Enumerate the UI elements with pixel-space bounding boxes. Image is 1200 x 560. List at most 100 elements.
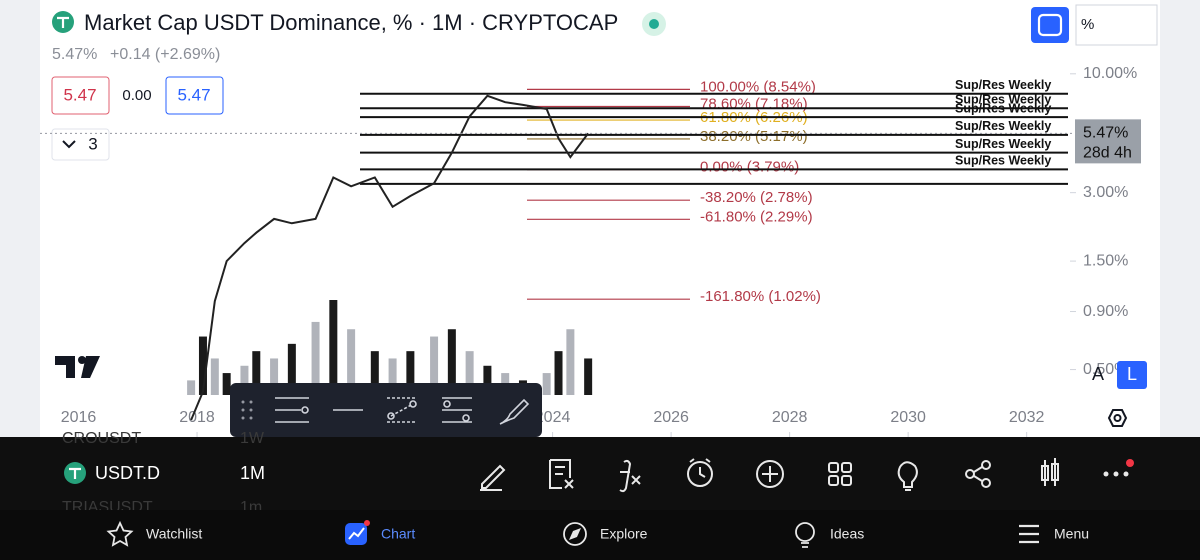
sup-res-label: Sup/Res Weekly xyxy=(955,137,1051,151)
volume-bar xyxy=(187,380,196,395)
volume-bar xyxy=(270,358,279,395)
nav-item[interactable]: Ideas xyxy=(830,526,864,542)
volume-bar xyxy=(370,351,379,395)
indicators-toggle[interactable] xyxy=(51,128,110,161)
drawing-tools[interactable] xyxy=(275,397,530,425)
market-status-dot xyxy=(649,19,659,29)
last-value: 5.47% xyxy=(52,46,97,63)
volume-bar xyxy=(388,358,397,395)
nav-item[interactable]: Menu xyxy=(1054,526,1089,542)
scale-input-value: % xyxy=(1081,16,1094,33)
drag-handle xyxy=(241,400,253,420)
fib-label: -161.80% (1.02%) xyxy=(700,288,821,305)
indicators-count: 3 xyxy=(88,134,97,153)
nav-item[interactable]: Chart xyxy=(381,526,415,542)
volume-bar xyxy=(311,321,320,395)
fullscreen-icon xyxy=(1037,13,1063,37)
ghost-symbol: CROUSDT xyxy=(62,430,141,447)
symbol-logo-glyph xyxy=(57,16,69,28)
volume-bar xyxy=(430,336,439,395)
x-tick-label: 2016 xyxy=(61,409,97,426)
volume-bar xyxy=(210,358,219,395)
volume-bar xyxy=(329,300,338,395)
fib-label: 38.20% (5.17%) xyxy=(700,128,808,145)
tv-logo-dot xyxy=(78,356,86,364)
more-menu[interactable] xyxy=(1103,471,1129,477)
volume-bar xyxy=(222,373,231,395)
plot: 10.00%3.00%1.50%0.90%0.50%2016 2018 2024 20… xyxy=(40,65,1141,437)
notification-dot xyxy=(1126,459,1134,467)
fib-label: 100.00% (8.54%) xyxy=(700,78,816,95)
sell-button[interactable] xyxy=(51,76,110,115)
explore-needle xyxy=(569,528,581,540)
y-tick-label: 10.00% xyxy=(1083,65,1137,82)
tv-logo xyxy=(55,356,75,378)
x-tick-label: 2028 xyxy=(772,409,808,426)
x-tick-label: 2030 xyxy=(890,409,926,426)
volume-bar xyxy=(406,351,415,395)
ask: 5.47 xyxy=(177,85,210,104)
nav-item[interactable]: Watchlist xyxy=(146,526,202,542)
bottom-toolbar xyxy=(0,437,1200,510)
price-line xyxy=(190,94,589,421)
menu-icon xyxy=(1019,524,1039,544)
last-price-label: 5.47% xyxy=(1083,125,1128,142)
y-tick-label: 1.50% xyxy=(1083,252,1128,269)
auto-scale[interactable]: A xyxy=(1092,364,1104,384)
buy-button[interactable] xyxy=(165,76,224,115)
fib-label: -38.20% (2.78%) xyxy=(700,189,813,206)
interval[interactable]: 1M xyxy=(240,463,265,483)
watchlist-icon xyxy=(106,520,134,547)
volume-bar xyxy=(447,329,456,395)
chart-icon-line xyxy=(348,527,365,540)
volume-bar xyxy=(347,329,356,395)
x-tick-label: 2026 xyxy=(653,409,689,426)
last-price-badge xyxy=(1075,119,1141,164)
sup-res-label: Sup/Res Weekly xyxy=(955,101,1051,115)
volume-bar xyxy=(566,329,575,395)
nav-item[interactable]: Explore xyxy=(600,526,648,542)
symbol-logo-glyph xyxy=(69,467,81,479)
fib-label: -61.80% (2.29%) xyxy=(700,208,813,225)
chart-dot xyxy=(364,520,370,526)
volume-bar xyxy=(287,343,296,395)
volume-bar xyxy=(483,365,492,395)
ideas-icon-base xyxy=(801,542,809,548)
y-tick-label: 0.90% xyxy=(1083,303,1128,320)
y-tick-label: 3.00% xyxy=(1083,184,1128,201)
settings-icon[interactable] xyxy=(1107,409,1128,427)
fib-label: 0.00% (3.79%) xyxy=(700,159,799,176)
volume-bar xyxy=(252,351,261,395)
chart-bg xyxy=(40,0,1160,437)
fullscreen-button[interactable] xyxy=(1031,7,1069,43)
explore-icon xyxy=(563,522,587,546)
drawing-toolbar xyxy=(230,383,542,437)
settings-icon-core xyxy=(1113,414,1122,422)
countdown: 28d 4h xyxy=(1083,145,1132,162)
symbol[interactable]: USDT.D xyxy=(95,463,160,483)
volume-bar xyxy=(198,336,207,395)
ghost-interval: 1W xyxy=(240,430,265,447)
chevron xyxy=(62,140,76,149)
sup-res-label: Sup/Res Weekly xyxy=(955,93,1051,107)
sup-res-label: Sup/Res Weekly xyxy=(955,119,1051,133)
x-tick-label: 2024 xyxy=(535,409,571,426)
ideas-icon xyxy=(795,522,815,542)
log-scale-button[interactable] xyxy=(1117,361,1147,389)
volume-bar xyxy=(584,358,593,395)
volume-bar xyxy=(465,351,474,395)
log-scale-label: L xyxy=(1127,364,1137,384)
change: +0.14 (+2.69%) xyxy=(110,46,220,63)
sup-res-label: Sup/Res Weekly xyxy=(955,154,1051,168)
scale-input[interactable] xyxy=(1075,4,1158,46)
nav-bar xyxy=(0,510,1200,560)
volume-bar xyxy=(554,351,563,395)
toolbar-icons[interactable] xyxy=(480,458,1059,493)
bid: 5.47 xyxy=(63,85,96,104)
x-tick-label: 2018 xyxy=(179,409,215,426)
title: Market Cap USDT Dominance, % · 1M · CRYP… xyxy=(84,10,618,35)
volume-bar xyxy=(542,373,551,395)
volume-bar xyxy=(240,365,249,395)
